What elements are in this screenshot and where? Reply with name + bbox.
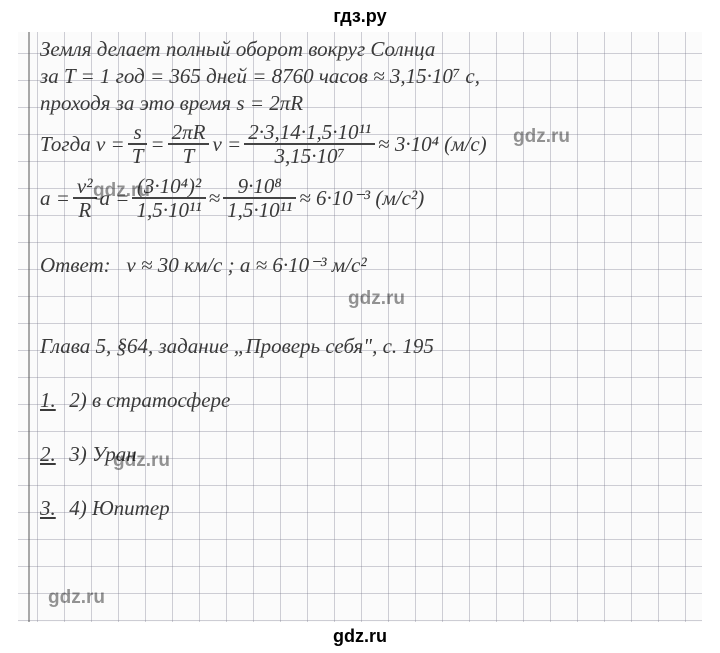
formula-tail: ≈ 3·10⁴ (м/с) xyxy=(378,131,487,158)
notebook-paper: Земля делает полный оборот вокруг Солнца… xyxy=(18,32,702,622)
quiz-answer: 3) Уран xyxy=(69,442,136,466)
quiz-item: 1. 2) в стратосфере xyxy=(40,387,692,414)
fraction-denominator: T xyxy=(128,145,148,167)
formula-line: a = v² R a = (3·10⁴)² 1,5·10¹¹ ≈ 9·10⁸ 1… xyxy=(40,171,692,225)
fraction-numerator: v² xyxy=(73,175,97,199)
fraction: 2·3,14·1,5·10¹¹ 3,15·10⁷ xyxy=(244,121,375,167)
fraction: (3·10⁴)² 1,5·10¹¹ xyxy=(132,175,205,221)
text-line: проходя за это время s = 2πR xyxy=(40,90,692,117)
equals: = xyxy=(150,131,164,158)
fraction-denominator: 1,5·10¹¹ xyxy=(223,199,296,221)
fraction-numerator: s xyxy=(128,121,148,145)
text-line: Земля делает полный оборот вокруг Солнца xyxy=(40,36,692,63)
quiz-item: 3. 4) Юпитер xyxy=(40,495,692,522)
fraction-numerator: (3·10⁴)² xyxy=(132,175,205,199)
answer-label: Ответ: xyxy=(40,253,111,277)
fraction-denominator: 3,15·10⁷ xyxy=(244,145,375,167)
quiz-answer: 2) в стратосфере xyxy=(69,388,230,412)
fraction-denominator: T xyxy=(168,145,210,167)
fraction-denominator: 1,5·10¹¹ xyxy=(132,199,205,221)
text-line: за T = 1 год = 365 дней = 8760 часов ≈ 3… xyxy=(40,63,692,90)
answer-body: v ≈ 30 км/с ; a ≈ 6·10⁻³ м/с² xyxy=(126,253,366,277)
section-heading: Глава 5, §64, задание „Проверь себя", с.… xyxy=(40,333,692,360)
site-header: гдз.ру xyxy=(0,6,720,27)
fraction-numerator: 9·10⁸ xyxy=(223,175,296,199)
quiz-answer: 4) Юпитер xyxy=(69,496,169,520)
site-footer: gdz.ru xyxy=(0,626,720,647)
formula-tail: ≈ 6·10⁻³ (м/с²) xyxy=(299,185,424,212)
formula-line: Тогда v = s T = 2πR T v = 2·3,14·1,5·10¹… xyxy=(40,117,692,171)
fraction-numerator: 2πR xyxy=(168,121,210,145)
formula-mid: v = xyxy=(212,131,241,158)
fraction: 2πR T xyxy=(168,121,210,167)
answer-line: Ответ: v ≈ 30 км/с ; a ≈ 6·10⁻³ м/с² xyxy=(40,252,692,279)
quiz-number: 3. xyxy=(40,495,64,522)
fraction-numerator: 2·3,14·1,5·10¹¹ xyxy=(244,121,375,145)
handwritten-content: Земля делает полный оборот вокруг Солнца… xyxy=(18,32,702,522)
approx: ≈ xyxy=(209,185,221,212)
fraction: v² R xyxy=(73,175,97,221)
fraction: 9·10⁸ 1,5·10¹¹ xyxy=(223,175,296,221)
formula-prefix: a = xyxy=(40,185,70,212)
fraction-denominator: R xyxy=(73,199,97,221)
quiz-item: 2. 3) Уран xyxy=(40,441,692,468)
quiz-number: 2. xyxy=(40,441,64,468)
formula-mid: a = xyxy=(100,185,130,212)
quiz-number: 1. xyxy=(40,387,64,414)
fraction: s T xyxy=(128,121,148,167)
formula-prefix: Тогда v = xyxy=(40,131,125,158)
